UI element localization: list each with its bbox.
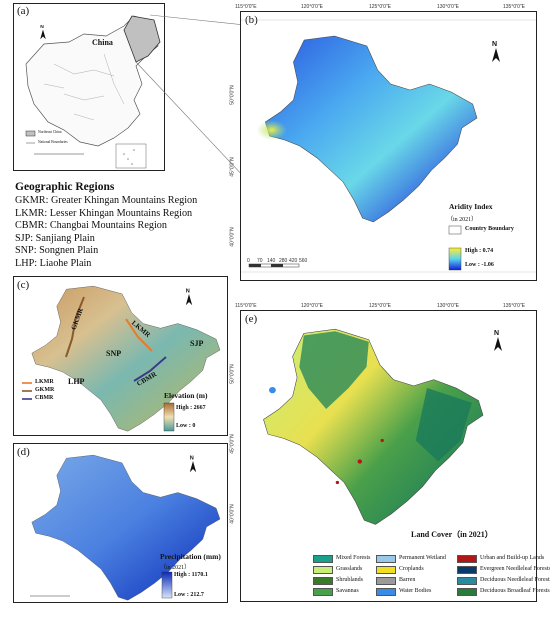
landcover-swatch bbox=[376, 555, 396, 563]
lon-tick: 125°0'0"E bbox=[369, 303, 391, 309]
landcover-swatch bbox=[313, 588, 333, 596]
landcover-class-label: Shrublands bbox=[336, 577, 363, 583]
lat-tick: 40°0'0"N bbox=[229, 227, 236, 247]
aridity-legend-sub: （in 2021） bbox=[447, 217, 478, 223]
landcover-swatch bbox=[313, 577, 333, 585]
north-arrow-e: N bbox=[491, 330, 505, 353]
north-arrow-a: N bbox=[38, 25, 48, 40]
panel-d-label: (d) bbox=[17, 446, 30, 458]
precip-legend-sub: （in 2021） bbox=[160, 565, 191, 571]
landcover-class-label: Water Bodies bbox=[399, 588, 432, 594]
panel-a-legend bbox=[25, 130, 36, 144]
legend-northeast-china: Northeast China bbox=[38, 130, 62, 134]
region-row: LHP: Liaohe Plain bbox=[15, 257, 92, 269]
lat-tick: 45°0'0"N bbox=[229, 434, 236, 454]
lkmr-line bbox=[125, 318, 153, 352]
region-row: LKMR: Lesser Khingan Mountains Region bbox=[15, 207, 193, 219]
legend-national-boundaries: National Boundaries bbox=[38, 140, 68, 144]
region-row: GKMR: Greater Khingan Mountains Region bbox=[15, 195, 198, 206]
scale-label: 420 bbox=[289, 258, 298, 264]
landcover-swatch bbox=[313, 555, 333, 563]
panel-a-label: (a) bbox=[17, 5, 30, 17]
landcover-swatch bbox=[457, 588, 477, 596]
lat-tick: 45°0'0"N bbox=[229, 157, 236, 177]
landcover-class-label: Barren bbox=[399, 577, 416, 583]
region-row: SNP: Songnen Plain bbox=[15, 245, 99, 257]
landcover-class-label: Grasslands bbox=[336, 566, 363, 572]
legend-gkmr: GKMR bbox=[35, 387, 55, 393]
aridity-raster bbox=[256, 35, 478, 223]
lon-tick: 115°0'0"E bbox=[235, 303, 257, 309]
north-arrow-c: N bbox=[183, 288, 194, 307]
precip-legend-title: Precipitation (mm) bbox=[160, 552, 221, 561]
lon-tick: 120°0'0"E bbox=[301, 303, 323, 309]
elevation-legend-title: Elevation (m) bbox=[164, 391, 208, 400]
geographic-regions-list: Geographic Regions GKMR: Greater Khingan… bbox=[15, 181, 230, 271]
region-row: SJP: Sanjiang Plain bbox=[15, 232, 95, 244]
lon-tick: 135°0'0"E bbox=[503, 4, 525, 10]
lon-tick: 125°0'0"E bbox=[369, 4, 391, 10]
landcover-class-label: Urban and Build-up Lands bbox=[480, 555, 545, 561]
region-label-snp: SNP bbox=[106, 349, 122, 358]
precip-high-label: High : 1170.1 bbox=[174, 572, 208, 578]
aridity-low-label: Low : -1.06 bbox=[465, 262, 494, 268]
lon-tick: 115°0'0"E bbox=[235, 4, 257, 10]
scale-label: 70 bbox=[257, 258, 263, 264]
scale-label: 280 bbox=[279, 258, 288, 264]
china-map bbox=[25, 15, 161, 169]
panel-c-label: (c) bbox=[17, 279, 30, 291]
elevation-high-label: High : 2667 bbox=[176, 405, 206, 411]
lat-tick: 40°0'0"N bbox=[229, 504, 236, 524]
landcover-class-label: Croplands bbox=[399, 566, 424, 572]
landcover-swatch bbox=[457, 555, 477, 563]
landcover-legend-title: Land Cover（in 2021） bbox=[411, 530, 493, 539]
landcover-swatch bbox=[376, 566, 396, 574]
region-label-sjp: SJP bbox=[190, 339, 204, 348]
landcover-swatch bbox=[313, 566, 333, 574]
panel-a-inset-map: (a) China Northeast China National Bound… bbox=[13, 3, 165, 171]
china-label: China bbox=[92, 38, 113, 47]
panel-e-label: (e) bbox=[245, 313, 258, 325]
lon-tick: 120°0'0"E bbox=[301, 4, 323, 10]
scale-label: 140 bbox=[267, 258, 276, 264]
landcover-class-label: Savannas bbox=[336, 588, 359, 594]
panel-d-precipitation-map: (d) Precipitation (mm) （in 2021） High : … bbox=[13, 443, 228, 603]
landcover-swatch bbox=[376, 577, 396, 585]
region-label-lhp: LHP bbox=[68, 377, 85, 386]
panel-e-landcover-map: (e) 115°0'0"E 120°0'0"E 125°0'0"E 130°0'… bbox=[230, 303, 550, 602]
precipitation-raster bbox=[31, 454, 221, 601]
legend-lkmr: LKMR bbox=[35, 379, 54, 385]
elevation-low-label: Low : 0 bbox=[176, 423, 196, 429]
north-arrow-d: N bbox=[187, 455, 198, 474]
landcover-class-label: Deciduous Broadleaf Forests bbox=[480, 588, 550, 594]
cbmr-line bbox=[133, 356, 167, 382]
lon-tick: 135°0'0"E bbox=[503, 303, 525, 309]
panel-c-elevation-map: (c) GKMR LKMR SNP SJP bbox=[13, 276, 228, 436]
aridity-legend-title: Aridity Index bbox=[449, 202, 493, 211]
landcover-swatch bbox=[457, 577, 477, 585]
lat-tick: 50°0'0"N bbox=[229, 364, 236, 384]
lat-tick: 50°0'0"N bbox=[229, 85, 236, 105]
regions-title: Geographic Regions bbox=[15, 181, 115, 193]
legend-cbmr: CBMR bbox=[35, 395, 54, 401]
scale-label: 0 bbox=[247, 258, 250, 264]
panel-b-aridity-map: (b) bbox=[230, 4, 537, 281]
landcover-class-label: Deciduous Needleleaf Forests bbox=[480, 577, 550, 583]
gkmr-line bbox=[65, 296, 85, 358]
landcover-class-label: Permanent Wetland bbox=[399, 555, 446, 561]
landcover-raster bbox=[262, 328, 484, 526]
landcover-class-label: Evergreen Needleleaf Forests bbox=[480, 566, 550, 572]
scale-label: 560 bbox=[299, 258, 308, 264]
landcover-class-label: Mixed Forests bbox=[336, 555, 371, 561]
landcover-legend: Mixed Forests Grasslands Shrublands Savanna… bbox=[241, 311, 550, 601]
region-row: CBMR: Changbai Mountains Region bbox=[15, 220, 167, 232]
landcover-swatch bbox=[376, 588, 396, 596]
landcover-swatch bbox=[457, 566, 477, 574]
lon-tick: 130°0'0"E bbox=[437, 303, 459, 309]
north-arrow-b: N bbox=[489, 41, 503, 64]
precip-low-label: Low : 212.7 bbox=[174, 592, 204, 598]
aridity-high-label: High : 0.74 bbox=[465, 248, 494, 254]
lon-tick: 130°0'0"E bbox=[437, 4, 459, 10]
country-boundary-label: Country Boundary bbox=[465, 226, 514, 232]
